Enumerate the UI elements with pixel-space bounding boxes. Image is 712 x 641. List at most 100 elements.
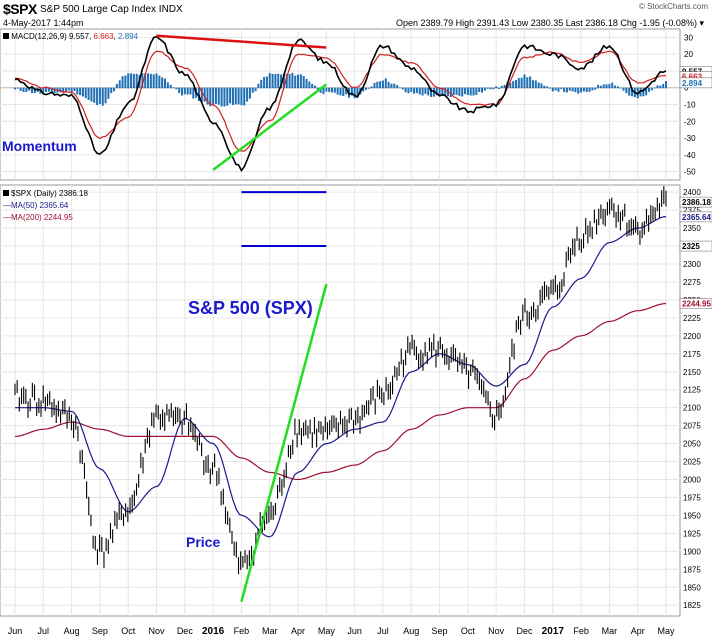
x-tick-label: Apr bbox=[631, 626, 645, 636]
macd-histogram-bar bbox=[486, 87, 489, 89]
macd-histogram-bar bbox=[557, 87, 560, 92]
macd-histogram-bar bbox=[531, 80, 534, 89]
macd-histogram-bar bbox=[418, 87, 421, 95]
macd-histogram-bar bbox=[356, 87, 359, 97]
macd-line bbox=[14, 35, 667, 172]
macd-histogram-bar bbox=[520, 77, 523, 89]
macd-histogram-bar bbox=[197, 87, 200, 102]
macd-histogram-bar bbox=[81, 87, 84, 97]
macd-histogram-bar bbox=[435, 87, 438, 96]
chg-value: -1.95 (-0.08%) bbox=[639, 18, 697, 28]
macd-histogram-bar bbox=[113, 87, 116, 92]
macd-histogram-bar bbox=[602, 84, 605, 89]
macd-histogram-bar bbox=[209, 87, 212, 107]
macd-histogram-bar bbox=[101, 87, 104, 106]
macd-histogram-bar bbox=[379, 81, 382, 89]
channel-2325-tag-bg bbox=[679, 240, 712, 252]
macd-histogram-bar bbox=[127, 73, 130, 89]
macd-histogram-bar bbox=[407, 87, 410, 94]
macd-histogram-bar bbox=[257, 83, 260, 89]
macd-histogram-bar bbox=[76, 87, 79, 95]
macd-histogram-bar bbox=[277, 73, 280, 89]
macd-y-tick: -30 bbox=[684, 134, 696, 143]
macd-histogram-bar bbox=[551, 87, 554, 92]
macd-histogram-bar bbox=[622, 87, 625, 91]
high-value: 2391.43 bbox=[476, 18, 510, 28]
grid bbox=[0, 29, 680, 616]
macd-histogram-bar bbox=[441, 87, 444, 96]
macd-histogram-bar bbox=[381, 80, 384, 89]
price-y-tick: 2350 bbox=[683, 224, 701, 233]
macd-histogram-bar bbox=[47, 87, 50, 92]
macd-histogram-bar bbox=[529, 76, 532, 89]
macd-histogram-bar bbox=[144, 73, 147, 89]
macd-histogram-bar bbox=[319, 87, 322, 93]
macd-histogram-bar bbox=[430, 87, 433, 97]
macd-histogram-bar bbox=[265, 76, 268, 89]
macd-histogram-bar bbox=[147, 73, 150, 89]
macd-legend-swatch bbox=[3, 33, 9, 39]
macd-histogram-bar bbox=[93, 87, 96, 103]
chevron-down-icon[interactable]: ▾ bbox=[699, 18, 704, 28]
macd-histogram-bar bbox=[152, 74, 155, 89]
macd-histogram-bar bbox=[110, 87, 113, 94]
macd-y-tick: 0 bbox=[684, 84, 689, 93]
price-y-tick: 2400 bbox=[683, 188, 701, 197]
macd-histogram-bar bbox=[220, 87, 223, 107]
macd-histogram-bar bbox=[214, 87, 217, 104]
macd-histogram-bar bbox=[169, 84, 172, 89]
macd-histogram-bar bbox=[325, 87, 328, 92]
low-value: 2380.35 bbox=[530, 18, 564, 28]
macd-histogram-bar bbox=[178, 87, 181, 94]
x-tick-label: Mar bbox=[262, 626, 278, 636]
macd-histogram-bar bbox=[543, 85, 546, 89]
macd-y-tick: -20 bbox=[684, 117, 696, 126]
macd-histogram-bar bbox=[87, 87, 90, 100]
macd-histogram-bar bbox=[124, 75, 127, 89]
macd-histogram-bar bbox=[384, 78, 387, 89]
macd-histogram-bar bbox=[594, 87, 597, 90]
macd-histogram-bar bbox=[42, 87, 45, 93]
macd-histogram-bar bbox=[427, 87, 430, 96]
macd-histogram-bar bbox=[571, 87, 574, 92]
macd-histogram-bar bbox=[580, 87, 583, 93]
x-tick-label: Jul bbox=[377, 626, 389, 636]
macd-histogram-bar bbox=[464, 87, 467, 95]
macd-histogram-bar bbox=[90, 87, 93, 102]
macd-histogram-bar bbox=[591, 87, 594, 91]
macd-histogram-bar bbox=[424, 87, 427, 94]
macd-histogram-bar bbox=[212, 87, 215, 106]
price-y-tick: 2100 bbox=[683, 404, 701, 413]
macd-histogram-bar bbox=[79, 87, 82, 96]
macd-histogram-bar bbox=[413, 87, 416, 94]
open-value: 2389.79 bbox=[420, 18, 454, 28]
macd-histogram-bar bbox=[30, 87, 33, 94]
macd-histogram-bar bbox=[608, 84, 611, 89]
price-y-tick: 2300 bbox=[683, 260, 701, 269]
price-y-tick: 2075 bbox=[683, 422, 701, 431]
macd-histogram-bar bbox=[611, 82, 614, 89]
macd-histogram-bar bbox=[350, 87, 353, 96]
momentum-annotation: Momentum bbox=[2, 138, 77, 154]
macd-histogram-bar bbox=[98, 87, 101, 104]
macd-histogram-bar bbox=[393, 83, 396, 89]
macd-histogram-bar bbox=[240, 87, 243, 106]
macd-y-tick: -10 bbox=[684, 101, 696, 110]
last-price-tag-bg bbox=[679, 196, 712, 208]
x-tick-label: Aug bbox=[64, 626, 80, 636]
macd-histogram-bar bbox=[141, 73, 144, 89]
macd-histogram-bar bbox=[331, 87, 334, 93]
price-legend-spx-label: $SPX (Daily) 2386.18 bbox=[11, 189, 88, 198]
price-y-tick: 1850 bbox=[683, 583, 701, 592]
macd-histogram-bar bbox=[537, 82, 540, 89]
macd-histogram-bar bbox=[540, 83, 543, 89]
macd-histogram-bar bbox=[645, 87, 648, 96]
macd-histogram-bar bbox=[248, 87, 251, 99]
macd-histogram-bar bbox=[339, 87, 342, 96]
macd-histogram-bar bbox=[662, 83, 665, 89]
macd-histogram-bar bbox=[84, 87, 87, 99]
macd-histogram-bar bbox=[560, 87, 563, 90]
macd-histogram-bar bbox=[364, 87, 367, 90]
